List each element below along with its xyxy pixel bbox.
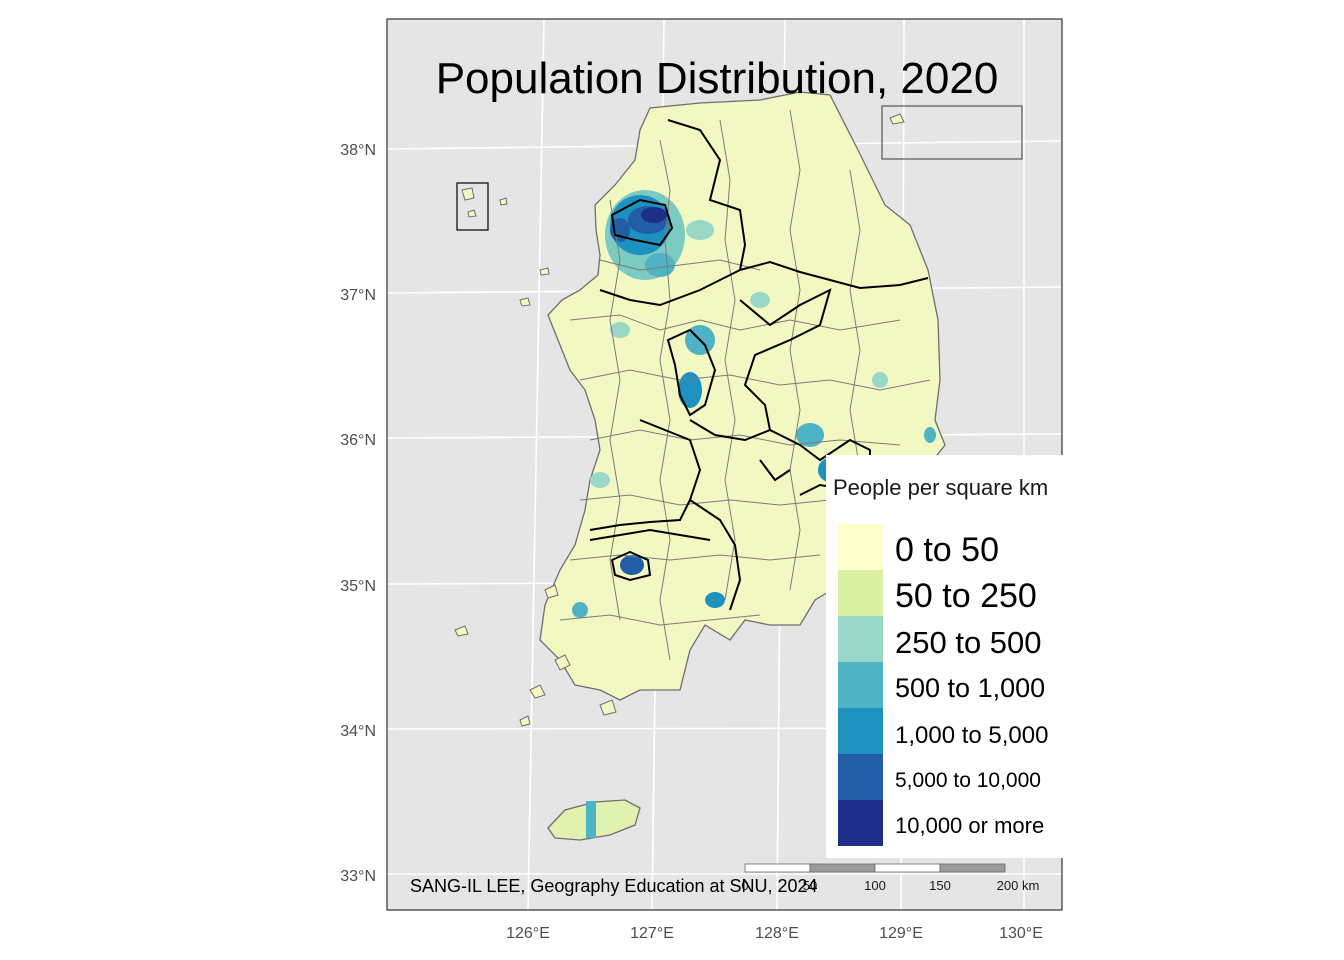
legend-label: 500 to 1,000 — [895, 673, 1045, 703]
scale-label-100: 100 — [864, 878, 886, 893]
legend-swatch — [838, 708, 883, 754]
scale-bar: 0 50 100 150 200 km — [741, 863, 1040, 893]
legend-label: 0 to 50 — [895, 531, 999, 569]
legend-label: 250 to 500 — [895, 625, 1042, 660]
lat-tick-label: 33°N — [340, 868, 376, 885]
map-title: Population Distribution, 2020 — [436, 54, 999, 103]
legend-label: 50 to 250 — [895, 577, 1037, 615]
lat-tick-label: 36°N — [340, 432, 376, 449]
legend-label: 5,000 to 10,000 — [895, 769, 1041, 792]
legend-swatch — [838, 754, 883, 800]
jeju-city-patch — [586, 801, 596, 838]
lat-tick-label: 34°N — [340, 723, 376, 740]
legend-swatch — [838, 800, 883, 846]
legend: People per square km 0 to 50 50 to 250 2… — [826, 455, 1094, 858]
map-credit: SANG-IL LEE, Geography Education at SNU,… — [410, 876, 818, 896]
scale-label-150: 150 — [929, 878, 951, 893]
longitude-axis: 126°E 127°E 128°E 129°E 130°E — [506, 925, 1043, 942]
province-borders — [589, 119, 929, 611]
lat-tick-label: 35°N — [340, 578, 376, 595]
lon-tick-label: 127°E — [630, 925, 674, 942]
lat-tick-label: 38°N — [340, 142, 376, 159]
legend-swatch — [838, 616, 883, 662]
lon-tick-label: 126°E — [506, 925, 550, 942]
legend-label: 1,000 to 5,000 — [895, 722, 1048, 749]
lon-tick-label: 128°E — [755, 925, 799, 942]
scale-label-200: 200 km — [997, 878, 1040, 893]
legend-title: People per square km — [833, 475, 1048, 500]
legend-swatch — [838, 662, 883, 708]
inset-box-west — [456, 182, 489, 231]
lon-tick-label: 129°E — [879, 925, 923, 942]
latitude-axis: 38°N 37°N 36°N 35°N 34°N 33°N — [340, 142, 376, 885]
lat-tick-label: 37°N — [340, 287, 376, 304]
small-islands — [454, 113, 905, 727]
inset-box-east — [881, 105, 1023, 160]
legend-swatch — [838, 570, 883, 616]
scale-label-0: 0 — [741, 878, 748, 893]
scale-label-50: 50 — [803, 878, 817, 893]
lon-tick-label: 130°E — [999, 925, 1043, 942]
legend-swatch — [838, 524, 883, 570]
legend-label: 10,000 or more — [895, 813, 1044, 838]
